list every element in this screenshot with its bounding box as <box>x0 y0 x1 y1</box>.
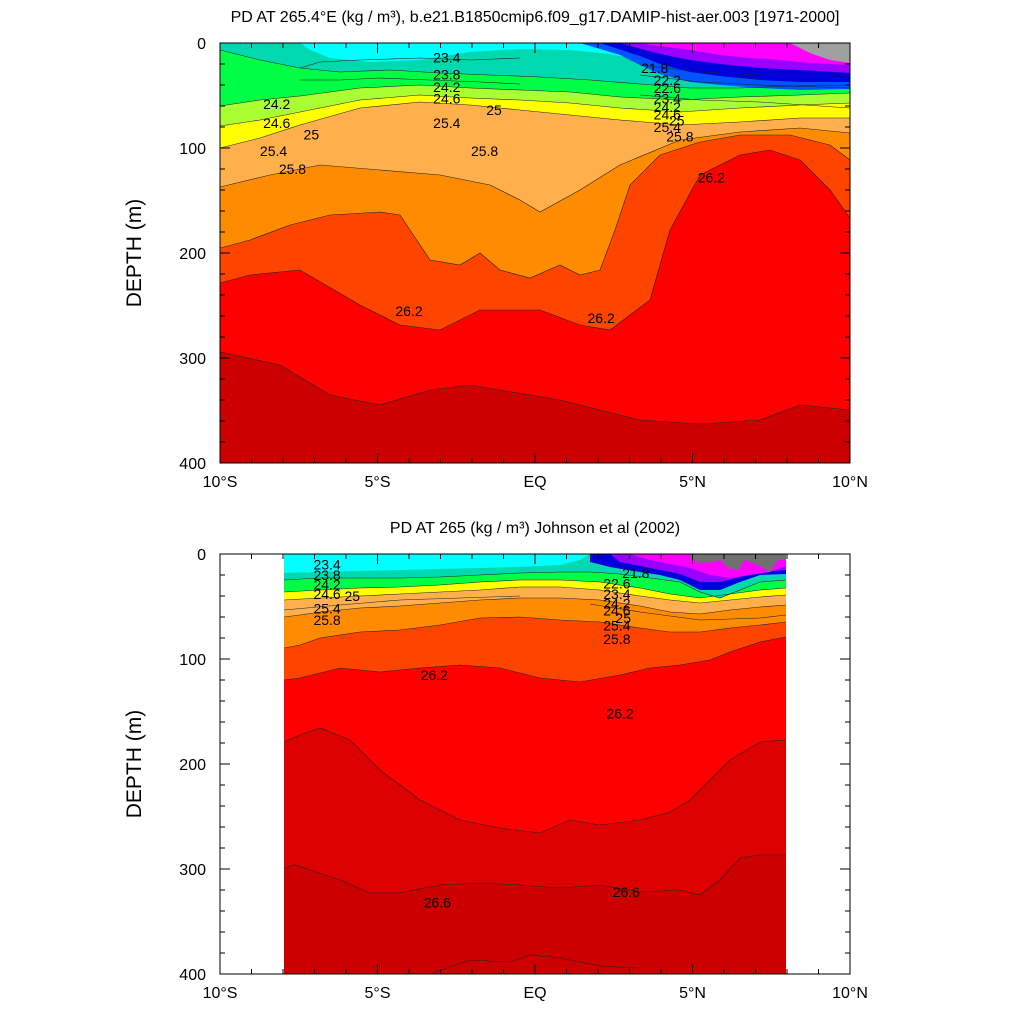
contour-label: 25 <box>615 610 631 626</box>
panel-model-ylabel: DEPTH (m) <box>123 199 146 308</box>
panel-model-axes: 10°S 5°S EQ 5°N 10°N 0 100 200 300 400 <box>179 36 868 491</box>
panel-observed: PD AT 265 (kg / m³) Johnson et al (2002)… <box>123 520 868 1002</box>
x-tick-label: 5°N <box>679 985 706 1002</box>
contour-label: 23.4 <box>603 586 630 602</box>
contour-label: 25.8 <box>666 128 693 144</box>
contour-label: 23.8 <box>433 67 460 83</box>
x-tick-label: 5°N <box>679 474 706 491</box>
contour-label: 26.2 <box>421 667 448 683</box>
contour-label: 24.2 <box>654 99 681 115</box>
panel-observed-axes: 10°S 5°S EQ 5°N 10°N 0 100 200 300 400 <box>179 547 868 1002</box>
y-tick-label: 100 <box>179 141 206 158</box>
contour-label: 24.6 <box>654 106 681 122</box>
contour-label: 26.6 <box>613 884 640 900</box>
x-tick-label: 5°S <box>365 474 391 491</box>
contour-label: 25 <box>304 126 320 142</box>
panel-model-contour-labels: 23.423.824.224.62525.425.824.224.62525.4… <box>260 50 725 326</box>
contour-label: 25.4 <box>433 115 460 131</box>
contour-label: 24.2 <box>313 576 340 592</box>
y-tick-label: 300 <box>179 862 206 879</box>
x-tick-label: 10°N <box>832 985 868 1002</box>
contour-label: 23.4 <box>433 50 460 66</box>
contour-label: 24.2 <box>263 96 290 112</box>
contour-label: 24.6 <box>313 586 340 602</box>
contour-label: 25 <box>345 588 361 604</box>
y-tick-label: 400 <box>179 456 206 473</box>
y-tick-label: 0 <box>197 36 206 53</box>
contour-label: 24.6 <box>263 115 290 131</box>
x-tick-label: 10°N <box>832 474 868 491</box>
panel-model-field <box>220 43 850 463</box>
x-tick-label: 10°S <box>203 985 238 1002</box>
contour-label: 26.2 <box>698 169 725 185</box>
contour-label: 22.6 <box>654 80 681 96</box>
contour-label: 22.6 <box>603 575 630 591</box>
panel-observed-title: PD AT 265 (kg / m³) Johnson et al (2002) <box>390 520 680 537</box>
contour-label: 23.4 <box>654 91 681 107</box>
contour-label: 26.2 <box>395 303 422 319</box>
y-tick-label: 400 <box>179 967 206 984</box>
x-tick-label: EQ <box>523 474 546 491</box>
contour-label: 24.2 <box>433 79 460 95</box>
contour-label: 25.4 <box>603 617 630 633</box>
contour-label: 26.2 <box>588 310 615 326</box>
contour-label: 25.4 <box>313 601 340 617</box>
panel-model: PD AT 265.4°E (kg / m³), b.e21.B1850cmip… <box>123 9 868 491</box>
contour-label: 25.8 <box>603 631 630 647</box>
contour-label: 21.8 <box>622 565 649 581</box>
panel-observed-ylabel: DEPTH (m) <box>123 710 146 819</box>
contour-label: 21.8 <box>641 60 668 76</box>
contour-label: 25.4 <box>654 119 681 135</box>
contour-label: 25.8 <box>313 612 340 628</box>
x-tick-label: 10°S <box>203 474 238 491</box>
panel-model-title: PD AT 265.4°E (kg / m³), b.e21.B1850cmip… <box>231 9 840 26</box>
panel-observed-contour-labels: 23.423.824.224.6 2525.425.821.822.623.424… <box>313 557 649 911</box>
contour-label: 25 <box>486 102 502 118</box>
y-tick-label: 0 <box>197 547 206 564</box>
y-tick-label: 200 <box>179 246 206 263</box>
contour-label: 23.4 <box>313 557 340 573</box>
x-tick-label: 5°S <box>365 985 391 1002</box>
contour-label: 24.6 <box>603 603 630 619</box>
y-tick-label: 200 <box>179 757 206 774</box>
contour-label: 22.2 <box>654 72 681 88</box>
contour-label: 24.6 <box>433 91 460 107</box>
contour-label: 25.4 <box>260 143 287 159</box>
x-tick-label: EQ <box>523 985 546 1002</box>
y-tick-label: 300 <box>179 351 206 368</box>
contour-label: 24.2 <box>603 595 630 611</box>
contour-label: 25.8 <box>471 143 498 159</box>
contour-label: 25.8 <box>279 161 306 177</box>
contour-label: 26.6 <box>424 895 451 911</box>
y-tick-label: 100 <box>179 652 206 669</box>
contour-label: 23.8 <box>313 567 340 583</box>
panel-observed-field <box>284 554 786 974</box>
contour-label: 26.2 <box>606 706 633 722</box>
contour-label: 25 <box>669 113 685 129</box>
